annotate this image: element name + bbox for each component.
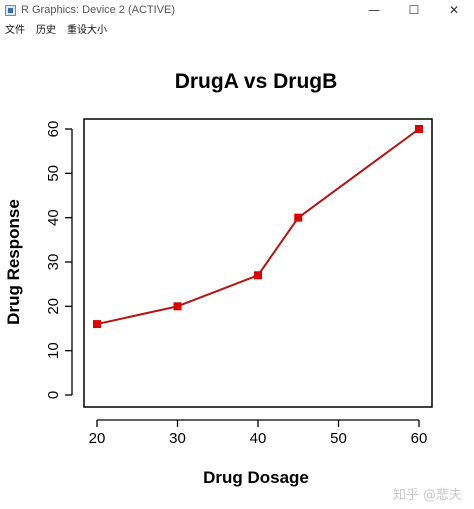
window-titlebar: R Graphics: Device 2 (ACTIVE) — ☐ ✕ xyxy=(0,0,474,20)
chart-title: DrugA vs DrugB xyxy=(175,70,338,93)
x-tick-label: 60 xyxy=(411,430,428,447)
data-point-marker xyxy=(294,213,303,222)
menu-file[interactable]: 文件 xyxy=(5,24,25,36)
series-line xyxy=(96,128,420,326)
watermark: 知乎 @悲夫 xyxy=(392,488,462,503)
minimize-button[interactable]: — xyxy=(368,3,380,17)
y-tick-label: 60 xyxy=(45,121,62,138)
y-tick-label: 40 xyxy=(45,209,62,226)
data-point-marker xyxy=(254,271,262,280)
y-axis-label: Drug Response xyxy=(4,199,23,325)
r-app-icon xyxy=(5,4,16,16)
maximize-button[interactable]: ☐ xyxy=(408,3,420,17)
axes: 20 30 40 50 60 0 10 20 30 40 50 60 xyxy=(45,121,427,447)
y-tick-label: 10 xyxy=(45,342,62,359)
y-tick-label: 30 xyxy=(45,254,62,271)
x-tick-label: 50 xyxy=(330,430,347,447)
menu-resize[interactable]: 重设大小 xyxy=(67,24,107,36)
line-chart: DrugA vs DrugB 20 30 40 50 60 0 10 20 30 40 50 60 D… xyxy=(4,70,433,487)
window-controls: — ☐ ✕ xyxy=(354,0,474,20)
menu-bar: 文件 历史 重设大小 xyxy=(0,20,474,36)
y-tick-label: 50 xyxy=(45,165,62,182)
y-tick-label: 20 xyxy=(45,298,62,315)
plot-area: DrugA vs DrugB 20 30 40 50 60 0 10 20 30 40 50 60 D… xyxy=(0,36,474,509)
menu-history[interactable]: 历史 xyxy=(36,24,56,36)
window-title: R Graphics: Device 2 (ACTIVE) xyxy=(21,4,176,16)
x-tick-label: 20 xyxy=(89,430,106,447)
data-point-marker xyxy=(173,302,182,311)
plot-frame xyxy=(83,118,433,408)
data-series xyxy=(93,125,423,329)
close-button[interactable]: ✕ xyxy=(448,3,460,17)
data-point-marker xyxy=(415,125,423,133)
x-tick-label: 40 xyxy=(250,430,267,447)
x-tick-label: 30 xyxy=(169,430,186,447)
x-axis-label: Drug Dosage xyxy=(203,468,309,487)
y-tick-label: 0 xyxy=(45,391,62,399)
data-point-marker xyxy=(93,320,101,329)
